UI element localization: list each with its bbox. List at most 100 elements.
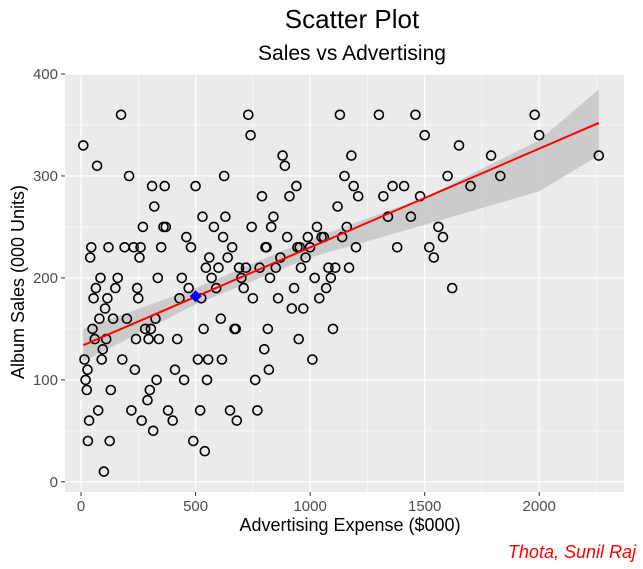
data-point (90, 282, 102, 294)
data-point (201, 374, 213, 386)
data-point (398, 180, 410, 192)
data-point (188, 435, 199, 447)
data-point (84, 252, 96, 263)
data-point (323, 262, 334, 274)
data-point (252, 405, 263, 416)
data-point (153, 333, 165, 345)
data-point (135, 242, 146, 253)
data-point (202, 354, 214, 365)
data-point (423, 242, 435, 253)
data-point (128, 242, 139, 253)
data-point (311, 221, 323, 233)
data-point (103, 242, 114, 253)
data-point (419, 129, 431, 141)
data-point (453, 140, 465, 151)
data-point (142, 394, 153, 406)
chart-subtitle: Sales vs Advertising (258, 42, 446, 65)
data-point (107, 313, 119, 325)
data-point (343, 262, 355, 274)
data-point (199, 445, 211, 457)
data-point (204, 252, 215, 263)
data-point (352, 191, 364, 202)
data-point (149, 201, 160, 212)
data-point (117, 354, 128, 365)
data-point (263, 364, 275, 376)
data-point (391, 242, 403, 253)
x-tick-label: 2000 (523, 498, 556, 515)
data-point (373, 109, 385, 121)
data-point (410, 109, 421, 121)
data-point (86, 242, 97, 253)
data-point (281, 231, 293, 243)
y-tick-label: 100 (33, 372, 58, 389)
x-tick-label: 0 (77, 498, 85, 515)
data-point (446, 282, 458, 294)
data-point (206, 272, 217, 284)
data-point (155, 242, 167, 253)
data-point (261, 242, 272, 253)
data-point (288, 282, 300, 294)
data-point (240, 262, 252, 274)
data-point (152, 272, 164, 284)
x-tick-label: 500 (183, 498, 208, 515)
data-point (190, 180, 201, 192)
y-tick-label: 0 (50, 474, 58, 491)
data-point (262, 323, 274, 335)
data-point (348, 180, 360, 192)
data-point (78, 140, 89, 151)
data-point (139, 323, 151, 335)
data-point (465, 180, 476, 192)
x-axis-title: Advertising Expense ($000) (239, 515, 460, 535)
data-point (533, 129, 545, 141)
data-point (217, 231, 229, 243)
data-point (485, 150, 497, 161)
data-point (216, 354, 228, 365)
data-point (350, 242, 362, 253)
data-point (284, 191, 295, 202)
data-point (245, 129, 256, 141)
data-point (442, 170, 453, 182)
data-point (387, 180, 398, 192)
data-point (243, 109, 254, 121)
data-point (339, 170, 350, 182)
data-point (433, 221, 444, 233)
data-point (313, 292, 325, 304)
data-point (272, 292, 284, 304)
data-point (268, 211, 279, 222)
data-point (121, 313, 133, 325)
x-axis-ticks: 0 500 1000 1500 2000 (77, 492, 556, 515)
data-point (99, 303, 111, 314)
data-point (110, 282, 121, 294)
data-point (249, 374, 261, 386)
data-point (300, 252, 311, 263)
data-point (218, 170, 230, 182)
data-point (95, 272, 106, 284)
data-point (123, 170, 135, 182)
data-point (220, 211, 231, 222)
data-point (136, 415, 147, 426)
y-axis-title: Album Sales (000 Units) (8, 185, 28, 379)
data-point (129, 364, 141, 376)
data-point (247, 292, 259, 304)
data-point (82, 364, 93, 376)
data-point (309, 272, 321, 284)
data-point (97, 343, 109, 355)
mean-point-layer (189, 290, 202, 303)
data-point (181, 231, 192, 243)
data-point (83, 415, 95, 426)
data-point (159, 180, 170, 192)
x-tick-label: 1000 (293, 498, 326, 515)
data-point (213, 262, 224, 274)
data-point (172, 333, 183, 345)
data-point (79, 354, 90, 365)
data-point (286, 303, 298, 314)
data-point (87, 323, 98, 335)
data-point (226, 242, 238, 253)
data-point (428, 252, 440, 263)
data-point (105, 384, 117, 396)
regression-line-layer (82, 122, 600, 347)
data-point (208, 221, 220, 233)
data-point (334, 109, 346, 121)
data-point (80, 374, 91, 386)
